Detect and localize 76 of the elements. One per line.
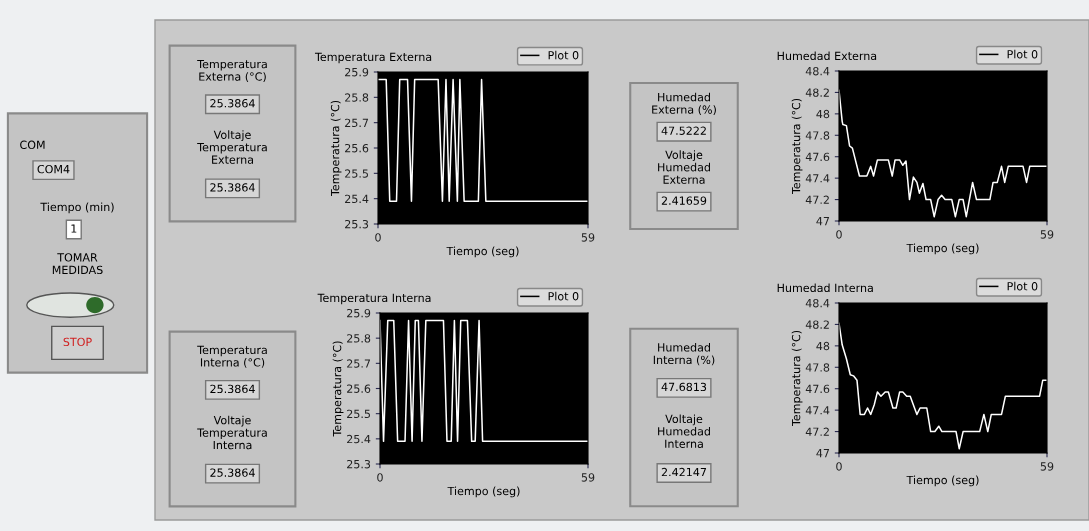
y-tick-label: 25.4 <box>345 194 369 204</box>
text: Voltaje Temperatura Interna <box>197 415 267 450</box>
y-tick-label: 47.8 <box>805 131 830 140</box>
x-tick-label: 59 <box>581 473 595 482</box>
y-tick-label: 25.5 <box>345 169 368 178</box>
y-axis-title: Temperatura (°C) <box>330 100 342 197</box>
y-tick-label: 25.3 <box>347 459 371 469</box>
text: Plot 0 <box>548 50 579 60</box>
text: STOP <box>63 337 92 347</box>
text: 25.3864 <box>210 99 255 108</box>
text: Plot 0 <box>548 291 579 301</box>
y-tick-label: 25.3 <box>345 219 369 229</box>
y-tick-label: 47.8 <box>805 363 830 372</box>
y-tick-label: 48 <box>816 109 830 119</box>
text: 25.3864 <box>210 468 255 477</box>
chart-title: Humedad Interna <box>777 283 873 293</box>
y-axis-title: Temperatura (°C) <box>791 330 803 427</box>
y-tick-label: 47.6 <box>805 384 830 394</box>
y-tick-label: 25.9 <box>345 67 369 77</box>
y-tick-label: 25.6 <box>345 143 369 153</box>
y-tick-label: 48.2 <box>805 320 829 329</box>
x-tick-label: 0 <box>836 230 842 239</box>
x-tick-label: 0 <box>375 233 381 242</box>
y-tick-label: 48.2 <box>805 88 829 97</box>
text: TOMAR MEDIDAS <box>52 253 103 275</box>
text: COM4 <box>37 164 70 174</box>
text: 25.3864 <box>210 384 255 394</box>
chart-title: Temperatura Interna <box>317 293 431 305</box>
text: Plot 0 <box>1007 49 1038 59</box>
chart-title: Humedad Externa <box>777 51 877 61</box>
y-tick-label: 25.8 <box>347 334 371 343</box>
y-tick-label: 47 <box>816 449 830 458</box>
text: Plot 0 <box>1007 281 1038 291</box>
text: Temperatura Interna (°C) <box>197 345 267 368</box>
y-tick-label: 47.4 <box>805 406 830 415</box>
text: Tiempo (min) <box>40 202 114 214</box>
x-tick-label: 0 <box>377 473 383 482</box>
y-tick-label: 25.6 <box>347 384 371 393</box>
y-tick-label: 48 <box>816 341 830 351</box>
x-tick-label: 59 <box>581 233 595 242</box>
y-tick-label: 25.9 <box>347 308 371 318</box>
text: Humedad Externa (%) <box>652 92 716 116</box>
x-axis-title: Tiempo (seg) <box>906 475 979 487</box>
x-axis-title: Tiempo (seg) <box>906 243 979 255</box>
y-tick-label: 47.6 <box>805 152 830 162</box>
y-tick-label: 47.2 <box>805 427 829 436</box>
text: 25.3864 <box>210 183 255 192</box>
y-tick-label: 47 <box>816 217 830 226</box>
text: 47.6813 <box>661 382 707 392</box>
chart-title: Temperatura Externa <box>314 52 432 64</box>
y-tick-label: 48.4 <box>805 66 830 76</box>
x-axis-title: Tiempo (seg) <box>447 486 520 498</box>
text: 47.5222 <box>661 126 706 135</box>
y-tick-label: 25.7 <box>345 118 369 128</box>
y-axis-title: Temperatura (°C) <box>332 341 344 437</box>
y-tick-label: 25.7 <box>347 359 371 368</box>
x-axis-title: Tiempo (seg) <box>446 246 519 258</box>
text: Humedad Interna (%) <box>653 343 715 366</box>
y-tick-label: 47.4 <box>805 174 830 183</box>
text: Voltaje Humedad Externa <box>658 150 710 184</box>
y-tick-label: 25.5 <box>347 409 370 419</box>
text: 1 <box>71 224 77 233</box>
text: COM <box>20 140 45 150</box>
x-tick-label: 0 <box>836 462 842 471</box>
y-axis-title: Temperatura (°C) <box>791 98 803 195</box>
text: Voltaje Humedad Interna <box>658 414 710 448</box>
text: 2.41659 <box>661 196 707 205</box>
y-tick-label: 47.2 <box>805 195 829 204</box>
x-tick-label: 59 <box>1040 230 1054 239</box>
y-tick-label: 25.4 <box>347 434 371 444</box>
text: 2.42147 <box>661 467 707 477</box>
y-tick-label: 48.4 <box>805 298 830 308</box>
y-tick-label: 25.8 <box>345 93 369 102</box>
text: Temperatura Externa (°C) <box>197 60 267 83</box>
x-tick-label: 59 <box>1040 462 1054 471</box>
text: Voltaje Temperatura Externa <box>197 130 267 164</box>
